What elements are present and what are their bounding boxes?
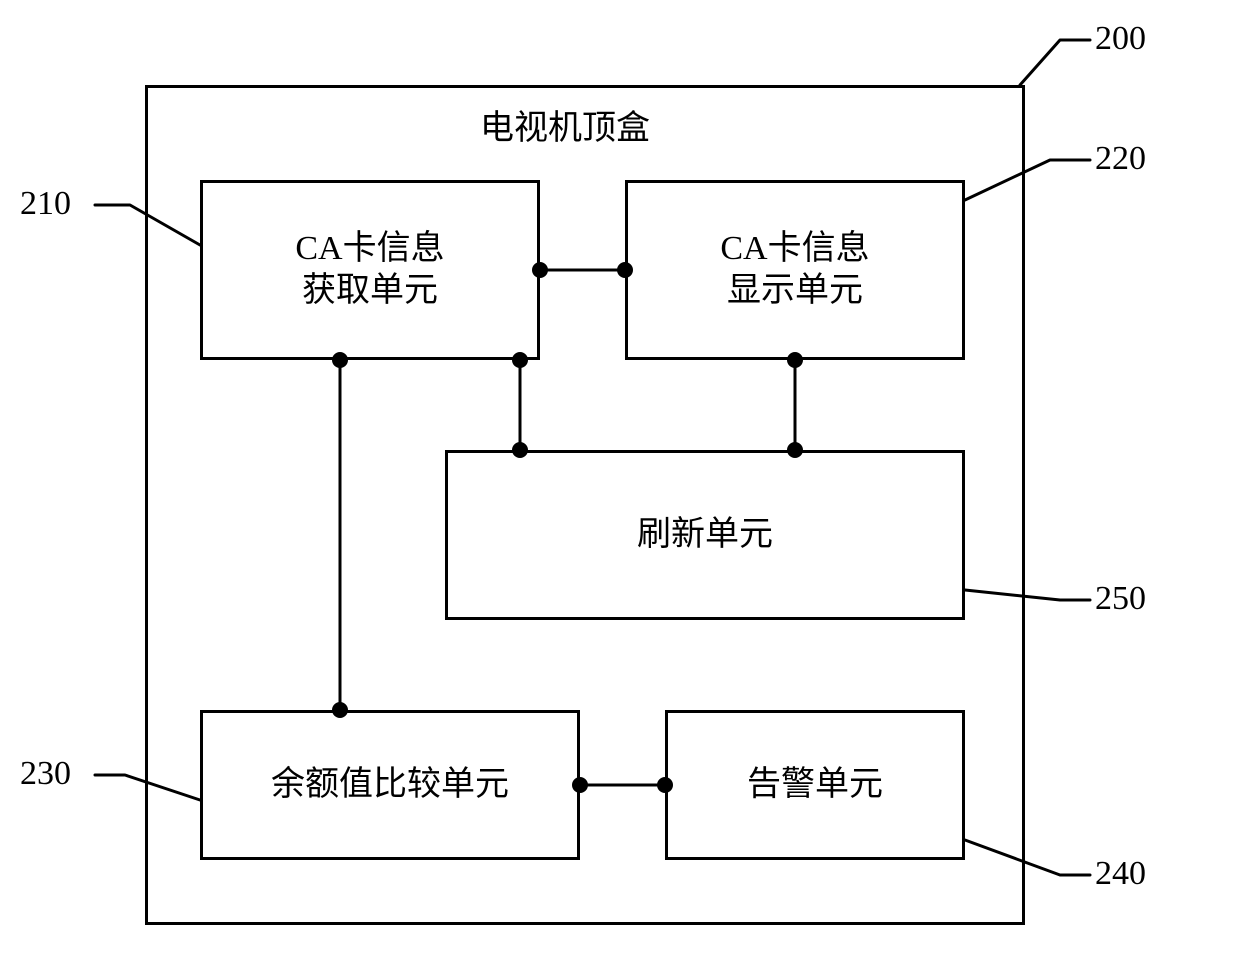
- node-label: CA卡信息 显示单元: [720, 228, 869, 313]
- node-alarm-unit: 告警单元: [665, 710, 965, 860]
- ref-label-210: 210: [20, 185, 71, 223]
- node-label: CA卡信息 获取单元: [295, 228, 444, 313]
- ref-label-230: 230: [20, 755, 71, 793]
- outer-container-title: 电视机顶盒: [480, 100, 650, 149]
- ref-label-220: 220: [1095, 140, 1146, 178]
- node-refresh-unit: 刷新单元: [445, 450, 965, 620]
- node-ca-info-display: CA卡信息 显示单元: [625, 180, 965, 360]
- node-label: 刷新单元: [637, 514, 773, 557]
- node-balance-compare: 余额值比较单元: [200, 710, 580, 860]
- ref-label-200: 200: [1095, 20, 1146, 58]
- diagram-canvas: 电视机顶盒 CA卡信息 获取单元 CA卡信息 显示单元 刷新单元 余额值比较单元…: [0, 0, 1240, 978]
- node-ca-info-acquire: CA卡信息 获取单元: [200, 180, 540, 360]
- node-label: 余额值比较单元: [271, 764, 509, 807]
- ref-label-250: 250: [1095, 580, 1146, 618]
- node-label: 告警单元: [747, 764, 883, 807]
- ref-label-240: 240: [1095, 855, 1146, 893]
